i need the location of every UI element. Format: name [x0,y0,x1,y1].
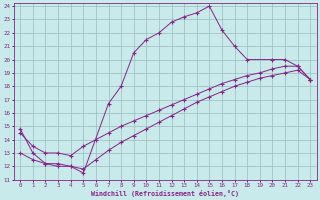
X-axis label: Windchill (Refroidissement éolien,°C): Windchill (Refroidissement éolien,°C) [91,190,239,197]
